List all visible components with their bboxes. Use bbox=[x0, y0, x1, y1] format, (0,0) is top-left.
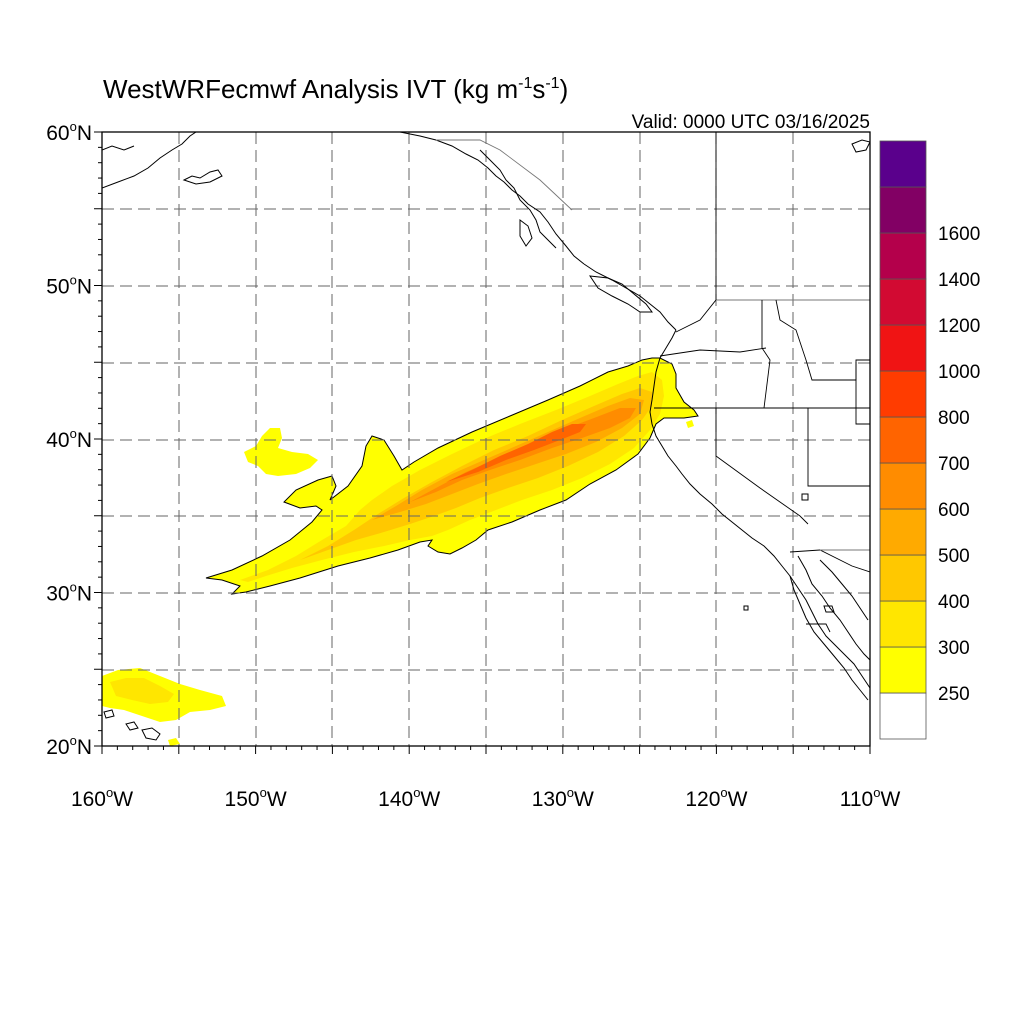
colorbar-box bbox=[879, 370, 927, 418]
colorbar-box bbox=[879, 646, 927, 694]
lon-tick-label: 150oW bbox=[225, 785, 287, 811]
title-sup1: -1 bbox=[518, 75, 532, 92]
coastlines bbox=[102, 132, 870, 741]
colorbar-label: 1400 bbox=[938, 270, 980, 291]
ivt-shading bbox=[102, 358, 698, 746]
lon-tick-label: 110oW bbox=[840, 785, 901, 811]
colorbar-label: 400 bbox=[938, 592, 970, 613]
colorbar-label: 1600 bbox=[938, 224, 980, 245]
colorbar-label: 1000 bbox=[938, 362, 980, 383]
colorbar-box bbox=[879, 186, 927, 234]
title-sup2: -1 bbox=[545, 75, 559, 92]
colorbar-label: 300 bbox=[938, 638, 970, 659]
ivt-contour-700 bbox=[446, 424, 586, 482]
lon-tick-label: 130oW bbox=[532, 785, 594, 811]
colorbar-box bbox=[879, 554, 927, 602]
colorbar-label: 600 bbox=[938, 500, 970, 521]
plot-area bbox=[102, 132, 870, 746]
ivt-colorbar: 250 300 400 500 600 700 800 1000 1200 1400 1600 bbox=[879, 140, 980, 740]
ar-outline bbox=[205, 357, 699, 595]
colorbar-box bbox=[879, 278, 927, 326]
lon-tick-label: 160oW bbox=[71, 785, 133, 811]
ivt-blob-coast bbox=[686, 420, 694, 428]
colorbar-box bbox=[879, 692, 927, 740]
title-end: ) bbox=[560, 74, 569, 104]
lon-tick-labels: 160oW 150oW 140oW 130oW 120oW 110oW bbox=[71, 785, 901, 811]
lat-tick-label: 20oN bbox=[46, 733, 92, 759]
colorbar-box bbox=[879, 600, 927, 648]
colorbar-label: 700 bbox=[938, 454, 970, 475]
lon-tick-label: 140oW bbox=[378, 785, 440, 811]
ivt-blob-hawaii-inner bbox=[110, 678, 174, 704]
lat-tick-labels: 60oN 50oN 40oN 30oN 20oN bbox=[46, 119, 92, 759]
colorbar-label: 250 bbox=[938, 684, 970, 705]
ivt-blob-west bbox=[244, 428, 318, 476]
colorbar-box bbox=[879, 232, 927, 280]
lat-tick-label: 30oN bbox=[46, 580, 92, 606]
colorbar-label: 500 bbox=[938, 546, 970, 567]
title-main: WestWRFecmwf Analysis IVT (kg m bbox=[103, 74, 518, 104]
colorbar-label: 800 bbox=[938, 408, 970, 429]
borders bbox=[436, 132, 870, 633]
colorbar-box bbox=[879, 416, 927, 464]
minor-ticks bbox=[94, 131, 871, 754]
lat-tick-label: 40oN bbox=[46, 426, 92, 452]
colorbar-box bbox=[879, 324, 927, 372]
graticule bbox=[102, 132, 870, 746]
lon-tick-label: 120oW bbox=[685, 785, 747, 811]
valid-time: Valid: 0000 UTC 03/16/2025 bbox=[632, 112, 870, 133]
map-title: WestWRFecmwf Analysis IVT (kg m-1s-1) bbox=[103, 74, 568, 104]
title-mid: s bbox=[532, 74, 545, 104]
colorbar-box bbox=[879, 140, 927, 188]
colorbar-box bbox=[879, 462, 927, 510]
colorbar-label: 1200 bbox=[938, 316, 980, 337]
colorbar-box bbox=[879, 508, 927, 556]
lat-tick-label: 50oN bbox=[46, 273, 92, 299]
ivt-blob-hawaii-south bbox=[168, 738, 180, 746]
lat-tick-label: 60oN bbox=[46, 119, 92, 145]
